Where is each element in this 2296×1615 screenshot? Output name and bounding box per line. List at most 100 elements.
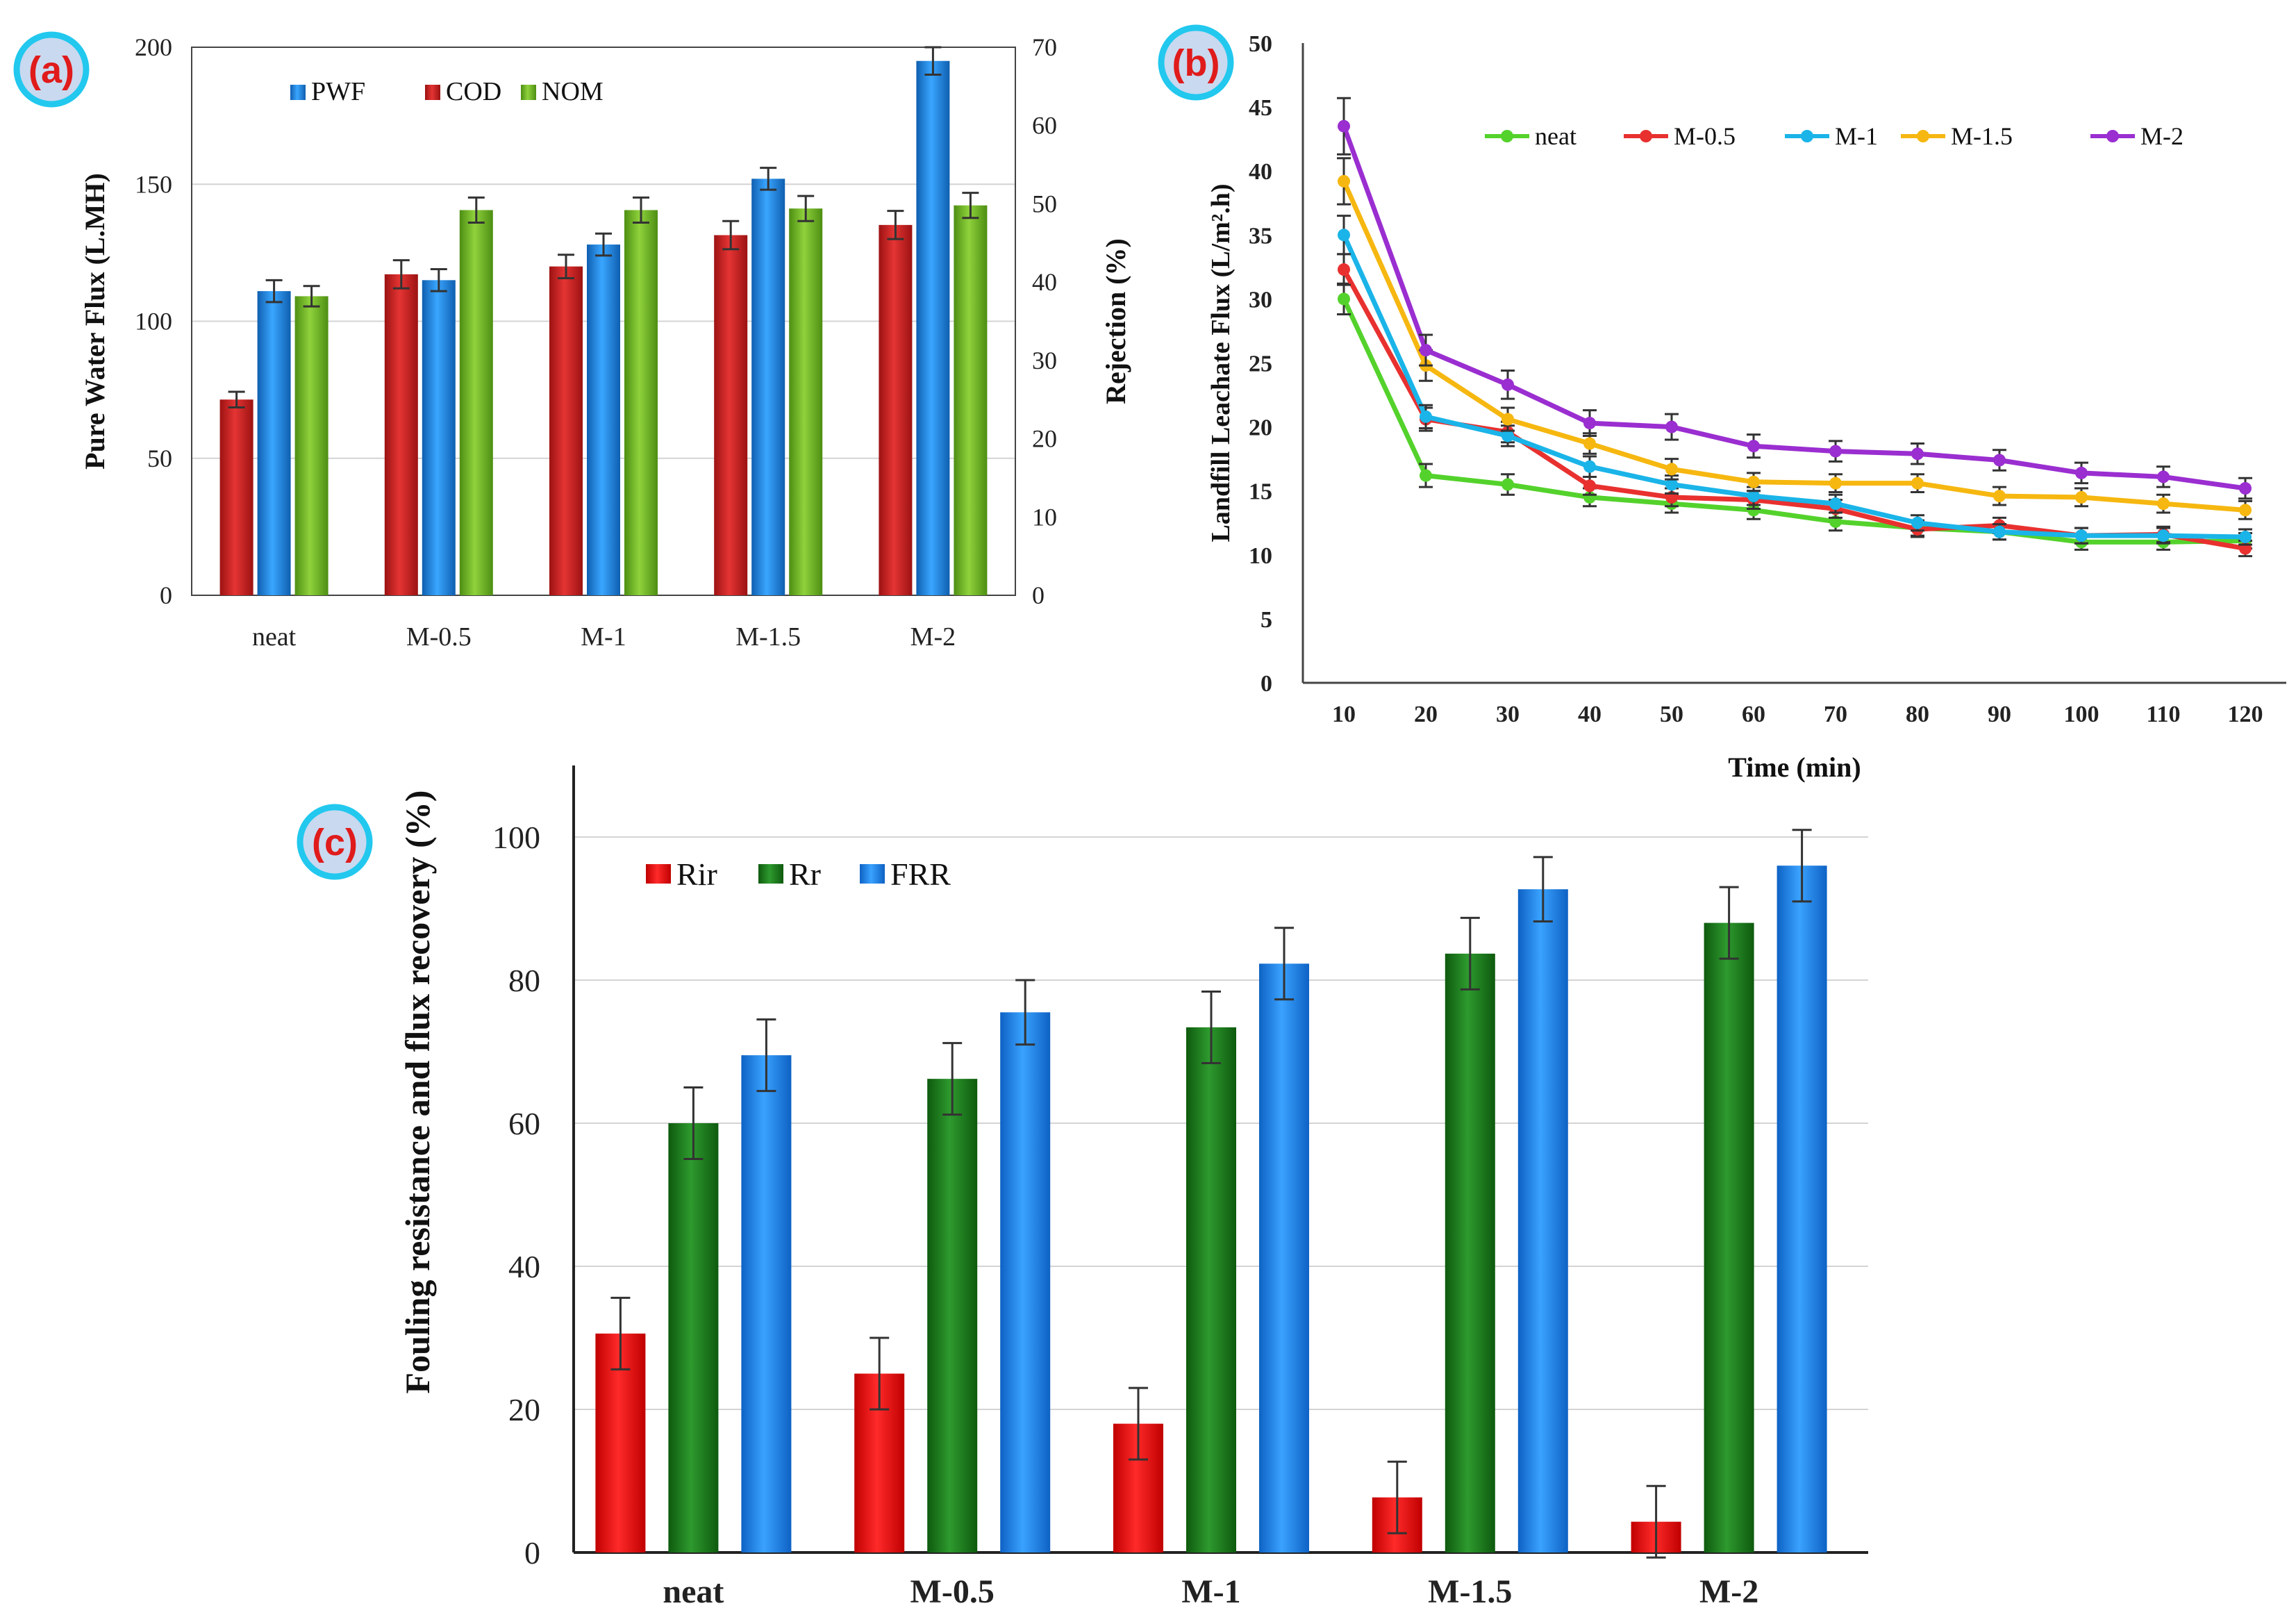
panel-b-xtick-label: 70 — [1824, 702, 1847, 727]
panel-c-xtick-label: M-2 — [1699, 1573, 1758, 1610]
legend-label-frr: FRR — [890, 856, 951, 892]
legend-swatch-frr — [860, 864, 885, 884]
point-m-2-60 — [1747, 440, 1760, 453]
panel-b-ytick-label: 30 — [1249, 287, 1272, 313]
panel-a-xtick-label: neat — [252, 622, 297, 652]
bar-pwf-neat — [257, 291, 291, 595]
bar-pwf-m-1-5 — [751, 179, 785, 595]
bar-rr-m-2 — [1704, 922, 1754, 1552]
legend-label-neat: neat — [1535, 122, 1577, 150]
point-m-2-10 — [1338, 119, 1350, 133]
bar-pwf-m-0-5 — [422, 280, 456, 595]
bar-cod-m-2 — [879, 224, 913, 595]
series-line-m-1-5 — [1341, 180, 2246, 513]
panel-b-xtick-label: 80 — [1906, 702, 1929, 727]
panel-c-xtick-label: neat — [663, 1573, 724, 1610]
panel-c-ytick-label: 60 — [508, 1106, 540, 1141]
legend-label-nom: NOM — [542, 77, 604, 106]
point-m-1-100 — [2075, 529, 2088, 543]
panel-b-xtick-label: 50 — [1660, 702, 1683, 727]
point-m-1-20 — [1420, 410, 1432, 423]
panel-a-xtick-label: M-1.5 — [735, 622, 801, 652]
point-m-2-20 — [1420, 344, 1432, 357]
panel-b-ytick-label: 0 — [1261, 671, 1272, 697]
legend-marker-neat — [1501, 130, 1513, 142]
panel-b-xtick-label: 90 — [1988, 702, 2011, 727]
point-m-2-90 — [1993, 454, 2006, 467]
bar-nom-m-1-5 — [789, 208, 823, 596]
panel-a-xtick-label: M-0.5 — [406, 622, 472, 652]
point-m-1-10 — [1338, 229, 1350, 242]
panel-a-ytick-right-label: 50 — [1032, 190, 1057, 217]
panel-a-ytick-right-label: 40 — [1032, 268, 1057, 296]
bar-frr-m-1-5 — [1517, 889, 1568, 1552]
panel-c-ytick-label: 100 — [492, 820, 540, 855]
bar-cod-neat — [219, 399, 253, 595]
panel-b-xtick-label: 60 — [1742, 702, 1765, 727]
panel-c-label: (c) — [312, 822, 358, 863]
panel-b-xtick-label: 120 — [2228, 702, 2263, 727]
point-m-1-5-120 — [2239, 504, 2252, 517]
bar-pwf-m-1 — [587, 245, 620, 595]
legend-swatch-rr — [758, 864, 783, 884]
panel-c-xtick-label: M-0.5 — [910, 1573, 995, 1610]
bar-frr-neat — [741, 1055, 792, 1552]
panel-a-ytick-right-label: 30 — [1032, 347, 1057, 374]
legend-swatch-nom — [521, 85, 536, 100]
panel-a-ytick-label: 0 — [160, 581, 172, 609]
legend-marker-m-0-5 — [1640, 130, 1652, 142]
point-m-1-30 — [1501, 429, 1514, 442]
bar-rr-neat — [668, 1123, 719, 1552]
point-m-2-100 — [2075, 466, 2088, 479]
point-m-1-70 — [1829, 497, 1842, 511]
point-m-2-120 — [2239, 482, 2252, 495]
legend-label-m-2: M-2 — [2140, 122, 2183, 150]
legend-marker-m-1 — [1801, 130, 1813, 142]
bar-frr-m-0-5 — [1000, 1012, 1051, 1552]
panel-b-ytick-label: 45 — [1249, 95, 1272, 121]
point-m-1-5-50 — [1665, 463, 1678, 476]
point-neat-10 — [1338, 292, 1350, 306]
panel-a-bar-chart: 0 50 100 150 200 0 10 20 30 40 50 60 70 neat M-0.5 M-1 M… — [13, 31, 1131, 652]
panel-b-ytick-label: 40 — [1249, 159, 1272, 185]
legend-label-cod: COD — [446, 77, 501, 106]
bar-nom-m-2 — [954, 205, 988, 595]
panel-b-ytick-label: 35 — [1249, 223, 1272, 249]
panel-a-ytick-right-label: 0 — [1032, 581, 1045, 609]
panel-b-ytick-label: 20 — [1249, 415, 1272, 441]
panel-b-label: (b) — [1172, 42, 1220, 84]
panel-b-xtick-label: 40 — [1578, 702, 1602, 727]
point-m-1-5-40 — [1583, 437, 1596, 450]
panel-b-xtick-label: 30 — [1496, 702, 1520, 727]
point-m-1-5-90 — [1993, 490, 2006, 503]
panel-b-ytick-label: 15 — [1249, 479, 1272, 505]
panel-a-label: (a) — [28, 49, 74, 91]
bar-cod-m-0-5 — [384, 274, 418, 595]
panel-b-xtick-label: 100 — [2064, 702, 2099, 727]
point-neat-30 — [1501, 478, 1514, 491]
panel-b-ytick-label: 25 — [1249, 351, 1272, 377]
panel-a-ytick-right-label: 70 — [1032, 33, 1057, 61]
point-m-2-70 — [1829, 445, 1842, 458]
legend-label-m-0-5: M-0.5 — [1674, 122, 1736, 150]
legend-label-rir: Rir — [676, 856, 717, 892]
series-line-neat — [1341, 297, 2246, 545]
bar-nom-m-1 — [624, 210, 658, 596]
panel-c-ytick-label: 20 — [508, 1392, 540, 1427]
point-m-1-120 — [2239, 531, 2252, 544]
panel-b-ytick-label: 50 — [1249, 31, 1272, 57]
point-m-1-5-110 — [2157, 497, 2170, 511]
panel-a-ytick-right-label: 10 — [1032, 503, 1057, 531]
panel-a-ylabel: Pure Water Flux (L.MH) — [79, 173, 110, 470]
panel-a-label-badge — [13, 31, 90, 108]
point-m-1-110 — [2157, 529, 2170, 543]
point-m-2-110 — [2157, 470, 2170, 483]
panel-c-ytick-label: 80 — [508, 963, 540, 998]
panel-b-xtick-label: 20 — [1414, 702, 1438, 727]
bar-nom-m-0-5 — [459, 210, 493, 596]
bar-rr-m-1 — [1186, 1027, 1236, 1552]
panel-c-ytick-label: 40 — [508, 1249, 540, 1284]
bar-cod-m-1 — [549, 266, 583, 595]
panel-a-ytick-label: 100 — [135, 308, 172, 336]
panel-c-ylabel: Fouling resistance and flux recovery (%) — [398, 790, 437, 1394]
